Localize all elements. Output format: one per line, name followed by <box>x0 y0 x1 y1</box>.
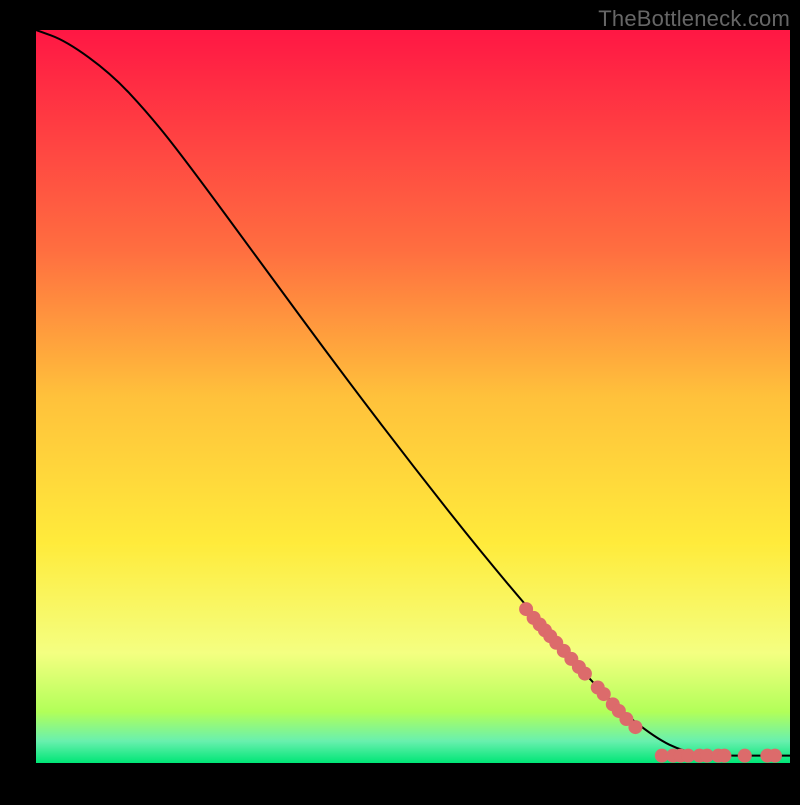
data-point <box>578 667 592 681</box>
chart-svg <box>0 0 800 800</box>
data-point <box>628 720 642 734</box>
data-point <box>768 749 782 763</box>
plot-background <box>36 30 790 763</box>
data-point <box>738 749 752 763</box>
watermark-text: TheBottleneck.com <box>598 6 790 32</box>
data-point <box>717 749 731 763</box>
chart-area <box>0 0 800 800</box>
